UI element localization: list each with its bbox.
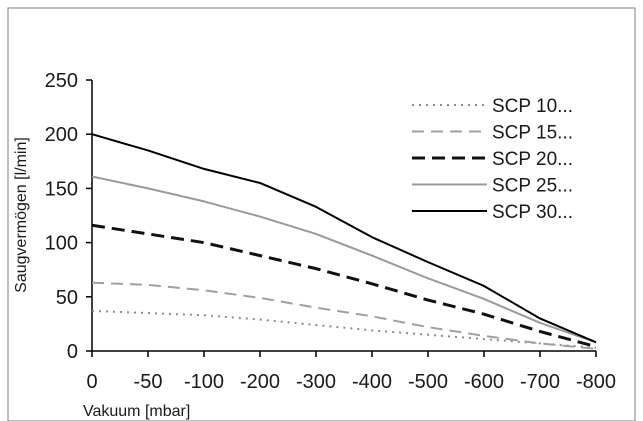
series-line-scp-30 <box>91 133 597 344</box>
y-tick-label: 150 <box>45 178 78 200</box>
legend-label: SCP 10... <box>492 96 573 117</box>
chart-border <box>7 7 636 421</box>
x-tick-label: -800 <box>576 371 616 393</box>
x-tick-label: 0 <box>86 371 97 393</box>
legend-label: SCP 25... <box>492 176 573 197</box>
series-line-scp-25 <box>91 175 597 344</box>
series-line-scp-20 <box>91 223 597 349</box>
legend: SCP 10... SCP 15... SCP 20... SCP 25... SCP … <box>412 96 573 223</box>
y-axis-title: Saugvermögen [l/min] <box>13 137 30 293</box>
x-tick-label: -400 <box>352 371 392 393</box>
series-line-scp-10 <box>91 309 597 349</box>
x-tick-label: -300 <box>296 371 336 393</box>
x-tick-label: -50 <box>134 371 163 393</box>
series-line-scp-15 <box>91 281 597 350</box>
series-layer <box>91 133 597 350</box>
y-tick-label: 250 <box>45 70 78 92</box>
legend-label: SCP 20... <box>492 149 573 170</box>
y-tick-label: 100 <box>45 233 78 255</box>
legend-label: SCP 30... <box>492 202 573 223</box>
y-tick-label: 0 <box>67 341 78 363</box>
y-tick-label: 50 <box>56 287 78 309</box>
x-axis-title: Vakuum [mbar] <box>83 403 190 420</box>
legend-label: SCP 15... <box>492 123 573 144</box>
x-tick-label: -500 <box>408 371 448 393</box>
x-tick-label: -100 <box>184 371 224 393</box>
x-tick-label: -200 <box>240 371 280 393</box>
y-tick-label: 200 <box>45 124 78 146</box>
x-tick-label: -700 <box>520 371 560 393</box>
x-tick-label: -600 <box>464 371 504 393</box>
